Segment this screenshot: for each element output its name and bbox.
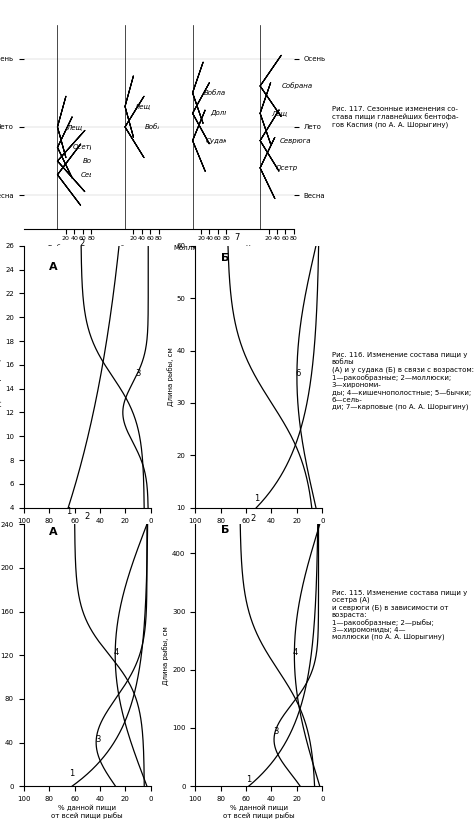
Text: Б: Б	[221, 253, 229, 264]
Y-axis label: Длина рыбы, см: Длина рыбы, см	[0, 347, 2, 406]
Text: Рис. 117. Сезонные изменения со-
става пищи главнейших бентофа-
гов Каспия (по А: Рис. 117. Сезонные изменения со- става п…	[332, 106, 458, 128]
Text: 2: 2	[85, 512, 90, 521]
Text: Лещ: Лещ	[66, 124, 82, 130]
Text: 6: 6	[296, 369, 301, 378]
Text: 3: 3	[273, 726, 279, 735]
X-axis label: Ракообразные: Ракообразные	[99, 245, 151, 251]
Y-axis label: Длина рыбы, см: Длина рыбы, см	[167, 347, 174, 406]
Text: Рис. 116. Изменение состава пищи у воблы
(А) и у судака (Б) в связи с возрастом:: Рис. 116. Изменение состава пищи у воблы…	[332, 352, 474, 410]
Text: 2: 2	[250, 514, 255, 523]
Text: Лещ: Лещ	[134, 103, 150, 110]
X-axis label: % данной пищи
от всей пищи рыбы: % данной пищи от всей пищи рыбы	[223, 527, 295, 541]
Text: 3: 3	[95, 735, 100, 744]
X-axis label: Моллюски: Моллюски	[173, 245, 211, 251]
Y-axis label: Длина рыбы, см: Длина рыбы, см	[162, 626, 169, 685]
Text: А: А	[49, 527, 58, 537]
X-axis label: % данной пищи
от всей пищи рыбы: % данной пищи от всей пищи рыбы	[223, 805, 295, 819]
Text: Вобла: Вобла	[145, 124, 166, 130]
Text: Осетр: Осетр	[275, 165, 298, 171]
Text: 7: 7	[234, 233, 240, 242]
Text: Б: Б	[221, 525, 229, 535]
X-axis label: Рыбы: Рыбы	[48, 245, 67, 251]
Text: 1: 1	[254, 494, 259, 503]
Text: Вобла: Вобла	[83, 158, 105, 164]
Text: Собрана: Собрана	[282, 83, 313, 89]
Text: Лещ: Лещ	[271, 111, 287, 116]
Text: 2: 2	[80, 238, 85, 247]
Text: Осетр: Осетр	[73, 144, 95, 151]
Text: Севрюга: Севрюга	[280, 138, 311, 143]
Text: 1: 1	[70, 769, 75, 778]
Text: А: А	[49, 261, 58, 272]
Text: 4: 4	[293, 648, 298, 657]
Text: Долмина: Долмина	[210, 111, 243, 116]
X-axis label: % данной пищи
от всей пищи рыбы: % данной пищи от всей пищи рыбы	[51, 805, 123, 819]
Text: 1: 1	[65, 507, 71, 516]
Text: 1: 1	[246, 775, 251, 784]
Text: Севрюга: Севрюга	[81, 172, 113, 178]
Text: Рис. 115. Изменение состава пищи у осетра (А)
и севрюги (Б) в зависимости от воз: Рис. 115. Изменение состава пищи у осетр…	[332, 590, 467, 640]
Text: Судак: Судак	[206, 138, 228, 143]
Text: 4: 4	[114, 648, 119, 657]
Text: Вобла: Вобла	[203, 90, 226, 96]
X-axis label: % данной пищи
от всей пищи рыбы: % данной пищи от всей пищи рыбы	[51, 527, 123, 541]
Text: 3: 3	[135, 369, 140, 378]
X-axis label: Черви и
хиромониды: Черви и хиромониды	[237, 245, 283, 258]
